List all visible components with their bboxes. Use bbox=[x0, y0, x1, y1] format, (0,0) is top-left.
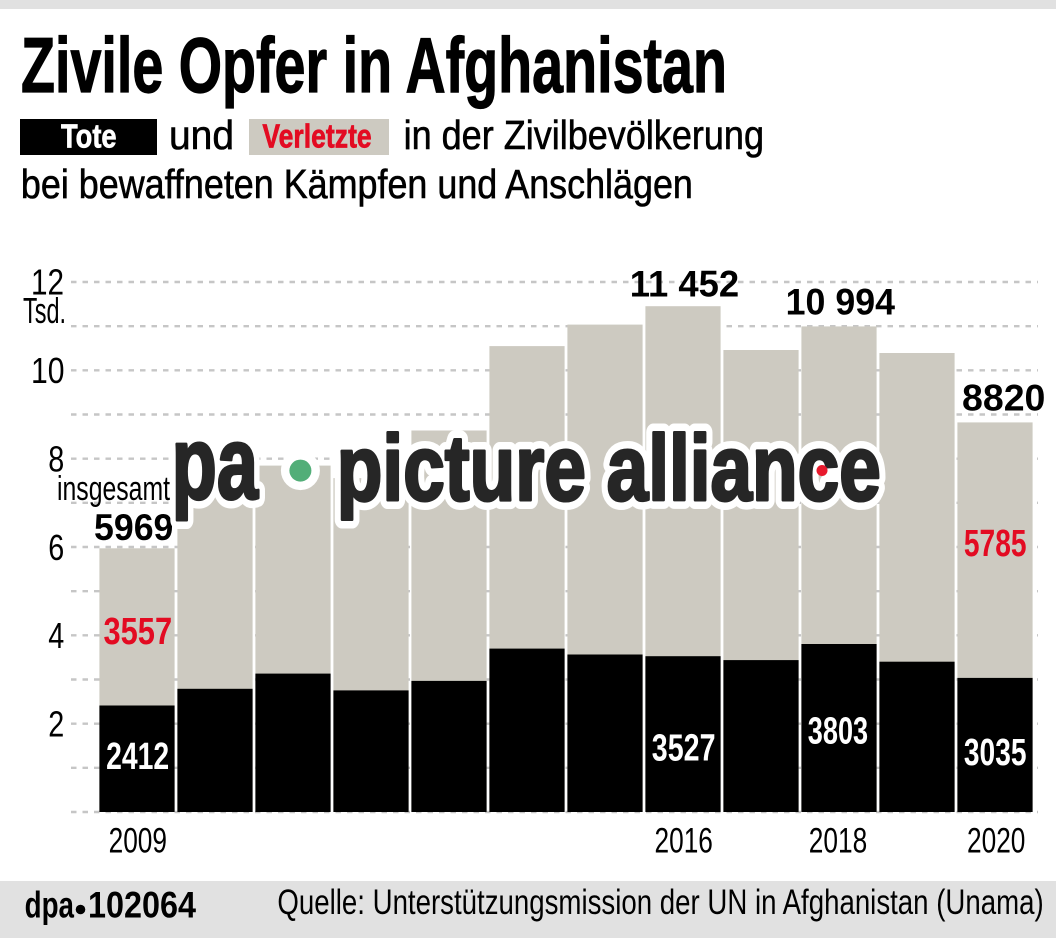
svg-text:10: 10 bbox=[31, 350, 65, 391]
svg-text:insgesamt: insgesamt bbox=[57, 470, 170, 508]
svg-text:12: 12 bbox=[31, 262, 64, 303]
svg-text:6: 6 bbox=[48, 527, 64, 568]
svg-text:picture alliance: picture alliance bbox=[337, 416, 881, 520]
svg-text:10 994: 10 994 bbox=[786, 281, 896, 323]
svg-text:bei bewaffneten Kämpfen und An: bei bewaffneten Kämpfen und Anschlägen bbox=[21, 161, 693, 207]
svg-text:dpa: dpa bbox=[25, 885, 75, 926]
svg-text:4: 4 bbox=[48, 615, 64, 656]
svg-text:2020: 2020 bbox=[967, 822, 1025, 861]
svg-text:picture alliance: picture alliance bbox=[337, 416, 881, 520]
svg-text:8820: 8820 bbox=[962, 377, 1045, 419]
svg-text:102064: 102064 bbox=[88, 885, 196, 926]
svg-text:2016: 2016 bbox=[655, 822, 713, 861]
svg-text:2018: 2018 bbox=[809, 822, 867, 861]
svg-text:in der Zivilbevölkerung: in der Zivilbevölkerung bbox=[404, 112, 764, 158]
svg-text:Tsd.: Tsd. bbox=[23, 290, 66, 331]
svg-text:11 452: 11 452 bbox=[630, 262, 739, 304]
svg-text:3527: 3527 bbox=[652, 727, 716, 769]
svg-text:3557: 3557 bbox=[104, 611, 173, 653]
svg-text:Verletzte: Verletzte bbox=[262, 119, 371, 156]
svg-text:pa: pa bbox=[172, 406, 259, 521]
svg-text:8: 8 bbox=[48, 438, 64, 479]
svg-text:2412: 2412 bbox=[106, 736, 169, 778]
svg-text:Quelle: Unterstützungsmission: Quelle: Unterstützungsmission der UN in … bbox=[277, 882, 1043, 922]
svg-text:2009: 2009 bbox=[109, 822, 167, 861]
svg-text:5969: 5969 bbox=[94, 506, 173, 548]
svg-text:Zivile Opfer in Afghanistan: Zivile Opfer in Afghanistan bbox=[21, 21, 727, 109]
svg-text:Tote: Tote bbox=[61, 119, 117, 156]
svg-text:und: und bbox=[169, 112, 234, 158]
svg-text:3035: 3035 bbox=[964, 732, 1027, 774]
svg-text:2: 2 bbox=[48, 703, 64, 744]
svg-text:5785: 5785 bbox=[964, 523, 1027, 565]
svg-text:3803: 3803 bbox=[808, 710, 868, 752]
svg-text:pa: pa bbox=[172, 406, 259, 521]
